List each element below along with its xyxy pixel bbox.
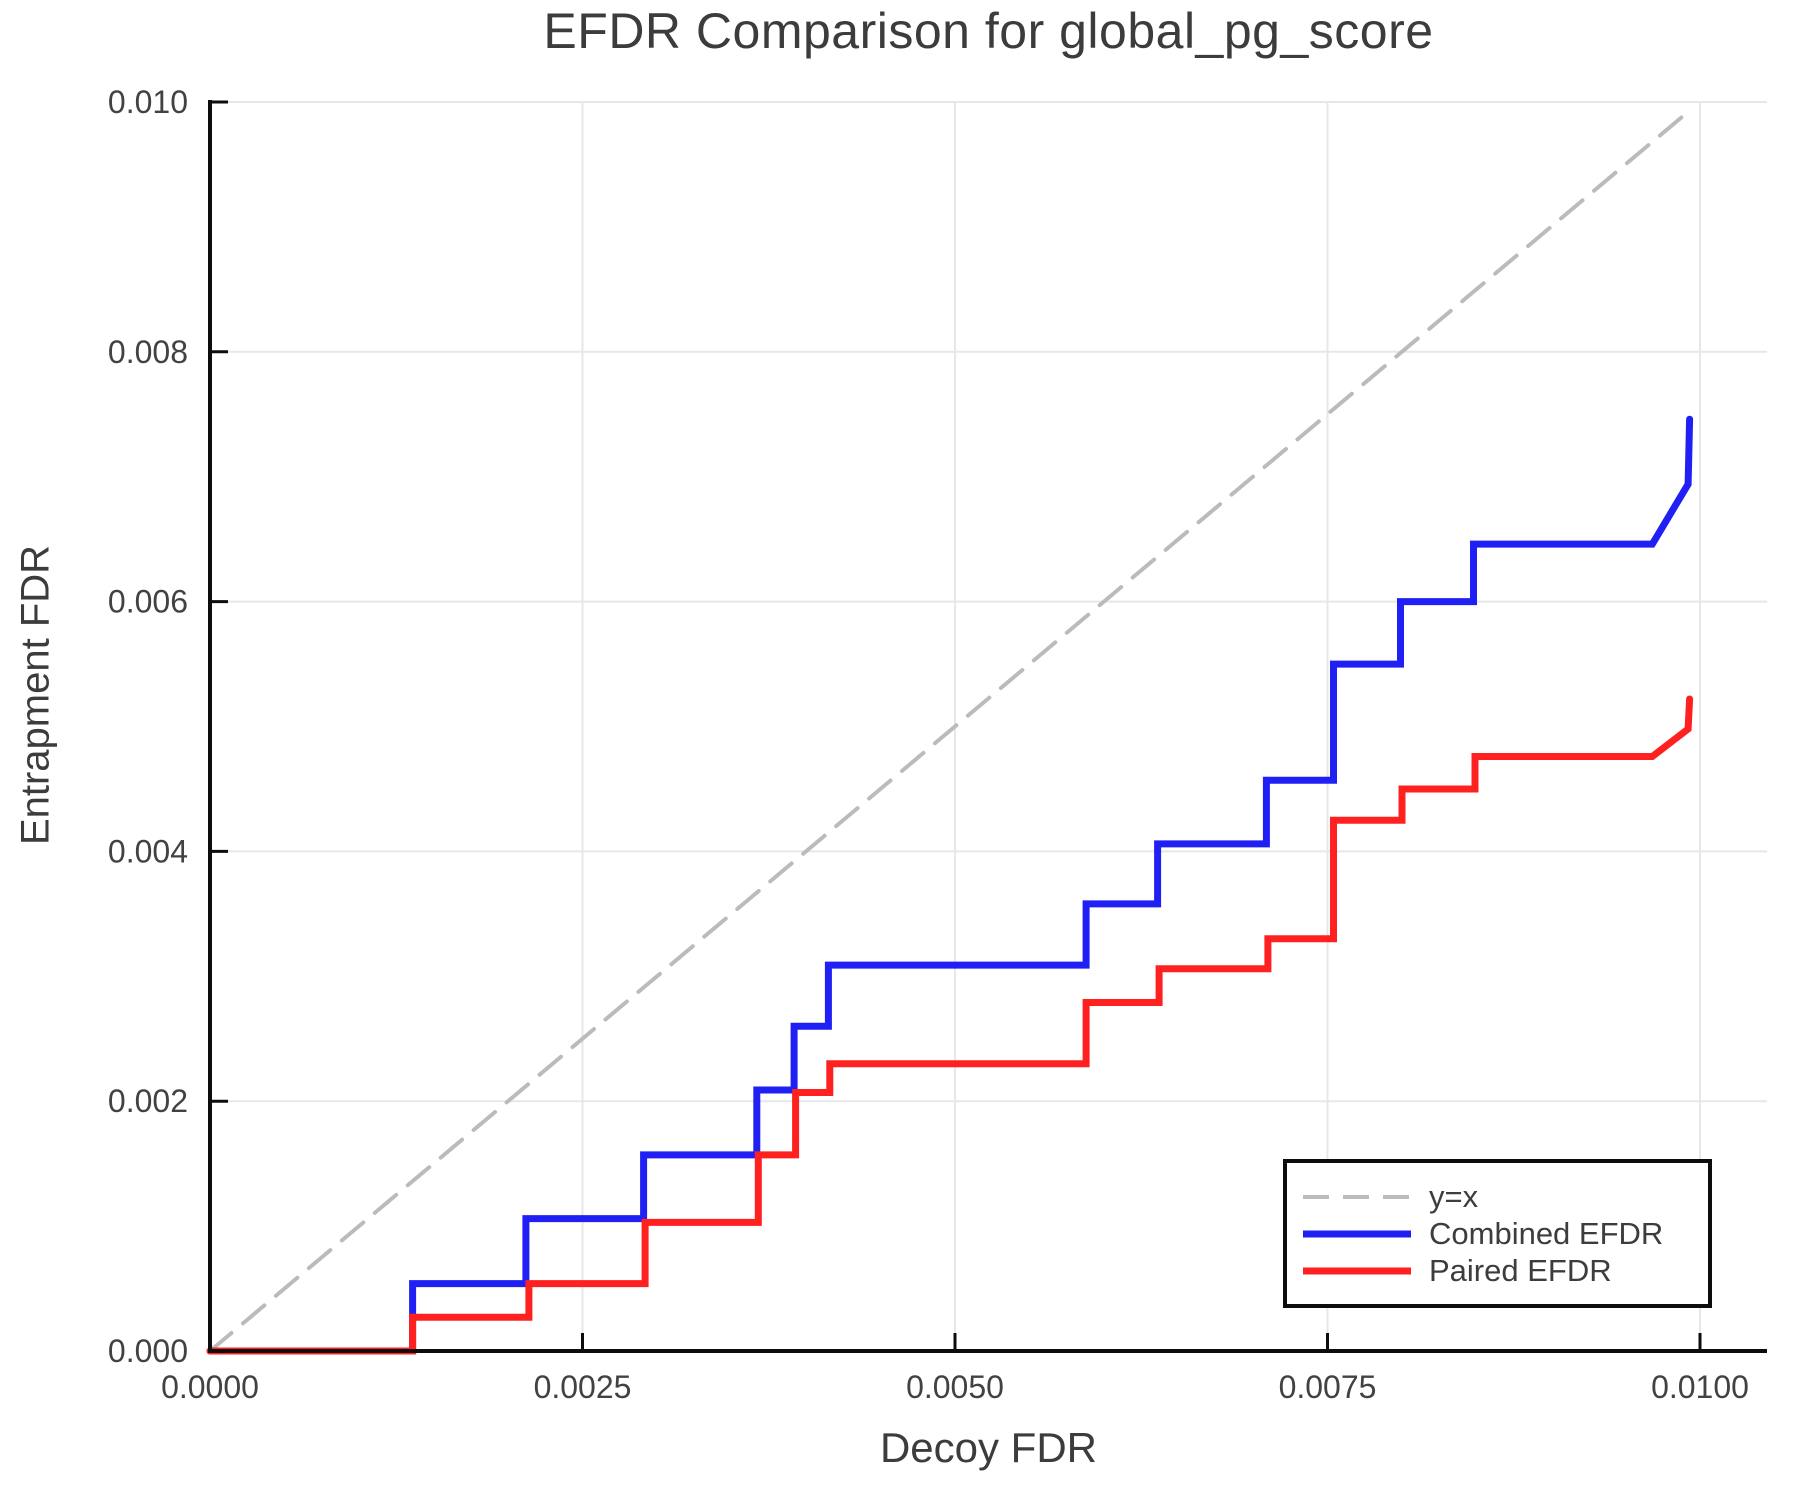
legend-label-paired: Paired EFDR	[1429, 1253, 1612, 1288]
legend-box: y=x Combined EFDR Paired EFDR	[1283, 1159, 1712, 1308]
legend-entry-paired: Paired EFDR	[1301, 1252, 1708, 1289]
chart-title: EFDR Comparison for global_pg_score	[543, 3, 1434, 59]
x-tick-label: 0.0075	[1279, 1369, 1377, 1405]
y-tick-label: 0.010	[108, 84, 188, 120]
legend-entry-combined: Combined EFDR	[1301, 1215, 1708, 1252]
legend-label-identity: y=x	[1429, 1179, 1479, 1214]
x-tick-label: 0.0000	[161, 1369, 259, 1405]
axes-spines-ticks	[208, 100, 1767, 1353]
x-tick-label: 0.0100	[1651, 1369, 1749, 1405]
combined-efdr-line-sample	[1303, 1230, 1411, 1237]
identity-line-sample	[1303, 1194, 1411, 1199]
legend-entry-identity: y=x	[1301, 1178, 1708, 1215]
legend-label-combined: Combined EFDR	[1429, 1216, 1664, 1251]
y-tick-label: 0.000	[108, 1333, 188, 1369]
series-line-y-x	[208, 106, 1695, 1353]
x-axis-label: Decoy FDR	[879, 1424, 1098, 1471]
x-tick-label: 0.0025	[534, 1369, 632, 1405]
series-line-paired-efdr	[206, 695, 1694, 1355]
x-tick-label: 0.0050	[906, 1369, 1004, 1405]
y-tick-label: 0.006	[108, 584, 188, 620]
y-tick-label: 0.002	[108, 1083, 188, 1119]
series-line-combined-efdr	[206, 415, 1694, 1355]
tick-labels: 0.0000 0.0025 0.0050 0.0075 0.0100 0.000 0.002…	[108, 84, 1749, 1405]
y-tick-label: 0.008	[108, 334, 188, 370]
y-tick-label: 0.004	[108, 833, 188, 869]
paired-efdr-line-sample	[1303, 1267, 1411, 1274]
gridlines	[210, 101, 1767, 1351]
y-axis-label: Entrapment FDR	[13, 544, 58, 846]
series-lines	[206, 106, 1695, 1355]
